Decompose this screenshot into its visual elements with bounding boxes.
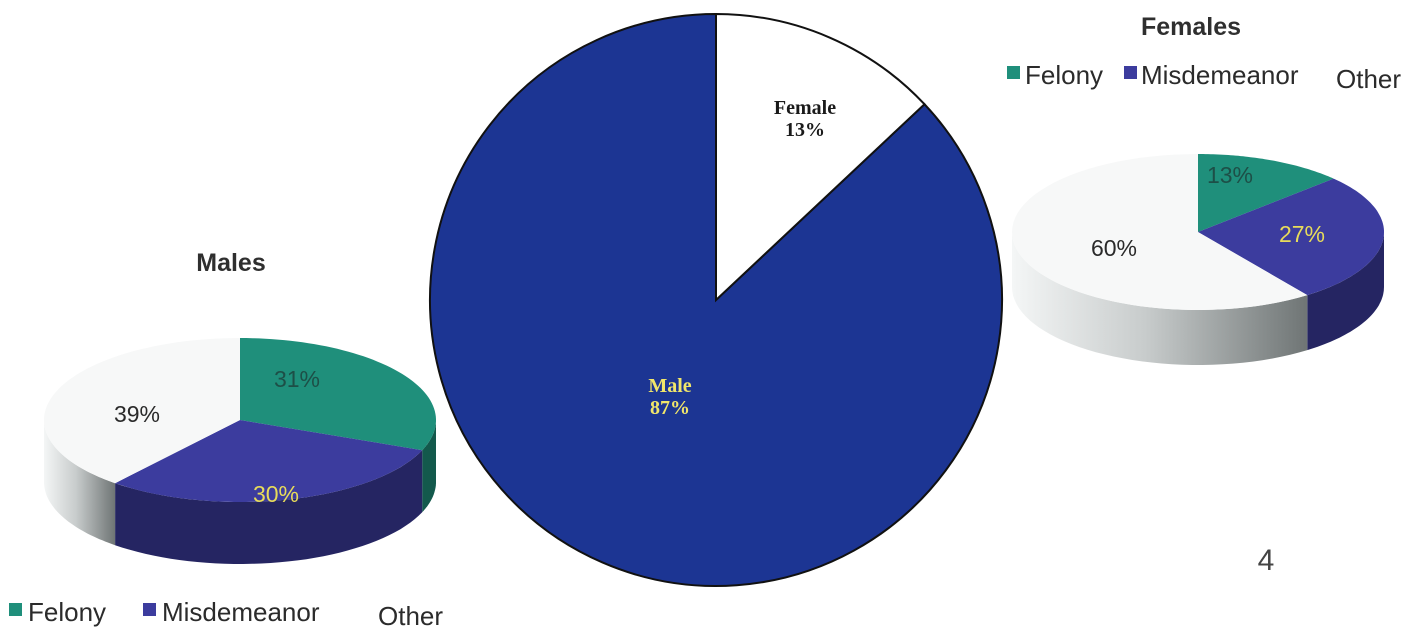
slice-side-other	[1012, 232, 1308, 365]
legend-label-other: Other	[378, 601, 443, 631]
data-label-female-value: 13%	[785, 119, 825, 141]
legend-swatch-felony	[1007, 66, 1020, 79]
slice-other	[1012, 154, 1308, 310]
slice-side-other	[44, 420, 116, 546]
legend-swatch-felony	[9, 603, 22, 616]
data-label-other: 39%	[114, 401, 160, 427]
data-label-female-name: Female	[774, 97, 836, 119]
data-label-felony: 31%	[274, 366, 320, 392]
slice-other	[44, 338, 240, 484]
males-pie-chart: 31% 30% 39%	[44, 338, 436, 564]
data-label-misdemeanor: 30%	[253, 481, 299, 507]
legend-label-misdemeanor: Misdemeanor	[162, 597, 320, 627]
slice-side-misdemeanor	[1307, 232, 1384, 351]
data-label-misdemeanor: 27%	[1279, 221, 1325, 247]
males-title: Males	[196, 249, 265, 277]
legend-label-felony: Felony	[28, 597, 106, 627]
page-number: 4	[1258, 544, 1275, 577]
data-label-male-name: Male	[648, 375, 691, 397]
females-pie-chart: 13% 27% 60%	[1012, 154, 1384, 365]
slice-side-misdemeanor	[115, 450, 423, 564]
data-label-other: 60%	[1091, 235, 1137, 261]
legend-label-other: Other	[1336, 64, 1401, 94]
slice-misdemeanor	[115, 420, 423, 502]
legend-label-felony: Felony	[1025, 60, 1103, 90]
slice-felony	[1198, 154, 1334, 232]
females-title: Females	[1141, 13, 1241, 41]
slice-female	[715, 12, 926, 303]
legend-label-misdemeanor: Misdemeanor	[1141, 60, 1299, 90]
data-label-male-value: 87%	[650, 397, 690, 419]
slice-misdemeanor	[1198, 178, 1384, 296]
legend-swatch-misdemeanor	[143, 603, 156, 616]
males-legend: Felony Misdemeanor Other	[9, 597, 443, 631]
data-label-felony: 13%	[1207, 162, 1253, 188]
slice-felony	[240, 338, 436, 451]
legend-swatch-misdemeanor	[1124, 66, 1137, 79]
slice-side-felony	[422, 420, 436, 513]
females-legend: Felony Misdemeanor Other	[1007, 60, 1401, 94]
